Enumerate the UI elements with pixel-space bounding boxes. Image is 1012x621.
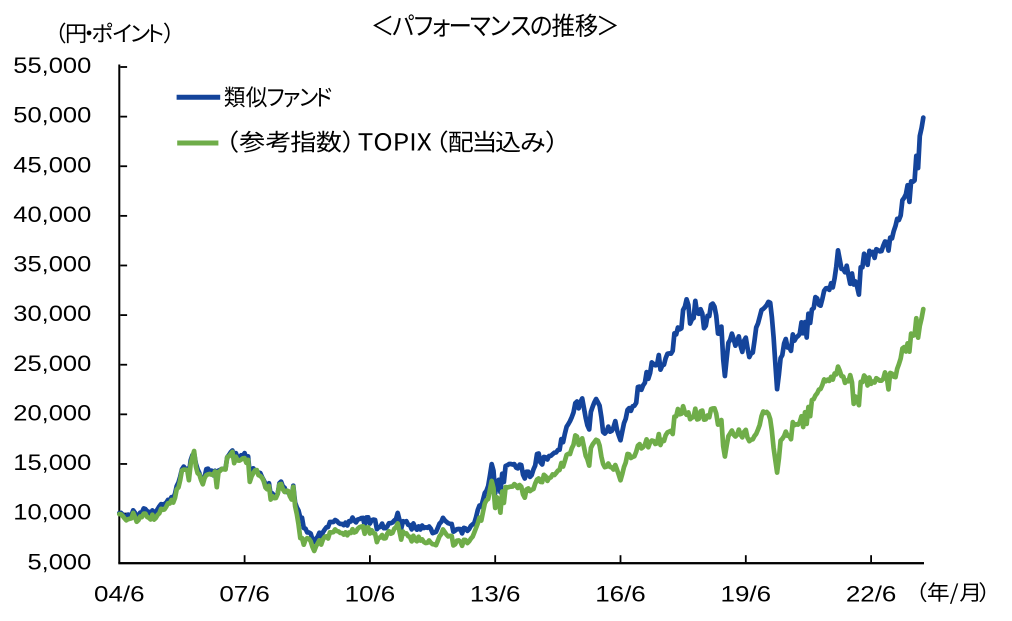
svg-text:16/6: 16/6 bbox=[595, 582, 646, 607]
svg-text:04/6: 04/6 bbox=[94, 582, 145, 607]
svg-text:19/6: 19/6 bbox=[721, 582, 772, 607]
svg-text:55,000: 55,000 bbox=[13, 53, 91, 78]
svg-text:30,000: 30,000 bbox=[13, 301, 91, 326]
svg-text:20,000: 20,000 bbox=[13, 400, 91, 425]
svg-text:22/6: 22/6 bbox=[846, 582, 897, 607]
svg-text:15,000: 15,000 bbox=[13, 450, 91, 475]
svg-text:10,000: 10,000 bbox=[13, 500, 91, 525]
svg-text:10/6: 10/6 bbox=[345, 582, 396, 607]
svg-text:07/6: 07/6 bbox=[219, 582, 270, 607]
svg-text:25,000: 25,000 bbox=[13, 351, 91, 376]
svg-text:45,000: 45,000 bbox=[13, 152, 91, 177]
svg-text:5,000: 5,000 bbox=[28, 549, 92, 574]
svg-text:35,000: 35,000 bbox=[13, 252, 91, 277]
svg-text:40,000: 40,000 bbox=[13, 202, 91, 227]
svg-text:13/6: 13/6 bbox=[470, 582, 521, 607]
svg-text:50,000: 50,000 bbox=[13, 103, 91, 128]
